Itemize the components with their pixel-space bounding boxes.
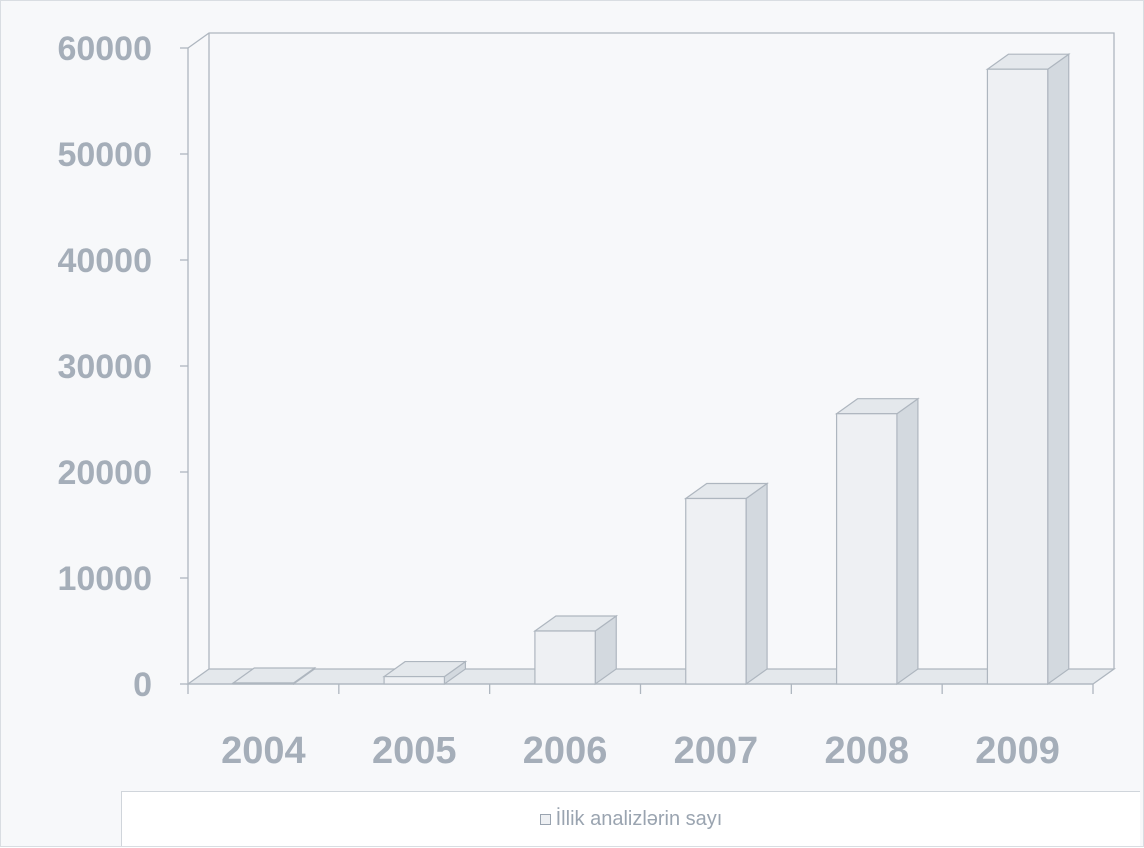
bar-side — [1047, 53, 1070, 686]
x-tick-label: 2004 — [221, 730, 306, 772]
bar-2005 — [382, 660, 468, 686]
bar-front — [534, 630, 596, 685]
bar-side — [745, 482, 768, 686]
bar-2006 — [533, 614, 619, 686]
y-tick-label: 20000 — [57, 454, 152, 492]
legend-label: İllik analizlərin sayı — [555, 807, 723, 830]
back-wall — [187, 32, 1115, 669]
x-tick-label: 2008 — [824, 730, 909, 772]
y-tick-label: 30000 — [57, 348, 152, 386]
bars — [231, 53, 1071, 686]
y-tick-label: 60000 — [57, 30, 152, 68]
floor — [185, 668, 1117, 685]
bar-front — [685, 497, 747, 685]
x-tick-label: 2005 — [372, 730, 457, 772]
y-tick-label: 40000 — [57, 242, 152, 280]
bar-2007 — [683, 482, 769, 686]
y-tick-label: 50000 — [57, 136, 152, 174]
bar-front — [986, 68, 1049, 685]
y-tick-label: 10000 — [57, 560, 152, 598]
x-tick-label: 2009 — [975, 730, 1060, 772]
bar-2004 — [231, 666, 317, 686]
bar-front — [383, 675, 446, 685]
x-axis: 2004 2005 2006 2007 2008 2009 — [187, 684, 1094, 772]
y-tick-label: 0 — [133, 666, 152, 704]
x-tick-label: 2007 — [674, 730, 759, 772]
bar-2008 — [834, 397, 920, 686]
legend-swatch — [539, 813, 551, 825]
bar-front — [835, 413, 898, 685]
bar-side — [896, 397, 919, 686]
bar-front — [232, 682, 295, 685]
chart-frame — [185, 32, 1117, 685]
legend: İllik analizlərin sayı — [121, 791, 1140, 846]
x-tick-label: 2006 — [523, 730, 608, 772]
y-axis: 0 10000 20000 30000 40000 50000 60000 — [57, 30, 188, 704]
bar-2009 — [985, 53, 1071, 686]
